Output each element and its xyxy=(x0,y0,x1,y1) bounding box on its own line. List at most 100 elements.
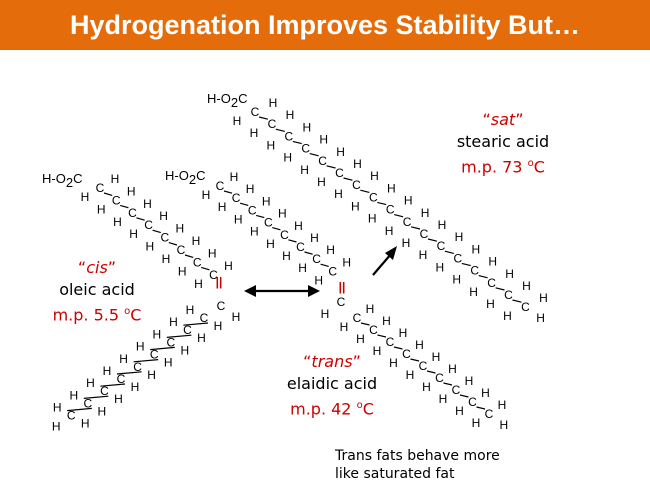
carbon-atom: C xyxy=(209,268,218,282)
stearic-acid-info: “sat” stearic acid m.p. 73 oC xyxy=(443,109,563,178)
hydrogen-atom: H xyxy=(455,404,464,418)
hydrogen-atom: H xyxy=(178,264,187,278)
hydrogen-atom: H xyxy=(404,194,413,208)
bond-line xyxy=(360,189,370,193)
saturation-label: sat xyxy=(490,110,516,129)
saturation-arrow-shaft xyxy=(372,253,392,276)
hydrogen-atom: H xyxy=(208,246,217,260)
bond-line xyxy=(377,201,387,206)
carbon-atom: C xyxy=(193,255,202,269)
bond-line xyxy=(67,407,92,412)
bond-line xyxy=(256,214,265,219)
note-line: like saturated fat xyxy=(335,466,455,482)
hydrogen-atom: H xyxy=(438,218,447,232)
carbon-atom: C xyxy=(183,323,192,337)
molecule-name: oleic acid xyxy=(59,280,135,299)
hydrogen-atom: H xyxy=(283,151,292,165)
hydrogen-atom: H xyxy=(97,202,106,216)
carbon-atom: C xyxy=(144,218,153,232)
bond-line xyxy=(272,227,281,231)
hydrogen-atom: H xyxy=(539,291,548,305)
hydrogen-atom: H xyxy=(317,175,326,189)
carbon-atom: C xyxy=(468,395,477,409)
title-bar: Hydrogenation Improves Stability But… xyxy=(0,0,650,50)
bond-line xyxy=(223,190,233,194)
hydrogen-atom: H xyxy=(136,340,145,354)
carbon-atom: C xyxy=(402,347,411,361)
carbon-atom: C xyxy=(264,216,273,230)
bond-line xyxy=(103,192,113,196)
bond-line xyxy=(150,346,175,351)
carbon-atom: C xyxy=(112,193,121,207)
bond-line xyxy=(309,153,319,157)
note-line: Trans fats behave more xyxy=(335,448,500,464)
carbon-atom: C xyxy=(420,227,429,241)
bond-line xyxy=(394,214,404,218)
hydrogen-atom: H xyxy=(382,314,391,328)
bond-line xyxy=(478,275,488,279)
bond-line xyxy=(288,239,297,243)
hydrogen-atom: H xyxy=(53,401,62,415)
hydrogen-atom: H xyxy=(452,273,461,287)
bond-line xyxy=(275,128,285,132)
bond-line xyxy=(133,359,159,363)
hydrogen-atom: H xyxy=(500,418,509,432)
equilibrium-arrow-left-head xyxy=(244,285,256,297)
hydrogen-atom: H xyxy=(419,248,428,262)
bond-line xyxy=(410,226,421,230)
carbon-atom: C xyxy=(133,360,142,374)
hydrogen-atom: H xyxy=(314,273,323,287)
bond-line xyxy=(444,250,454,254)
bond-line xyxy=(459,394,469,398)
hydrogen-atom: H xyxy=(310,231,319,245)
hydrogen-atom: H xyxy=(159,209,168,223)
carbon-atom: C xyxy=(200,311,209,325)
hydrogen-atom: H xyxy=(250,225,259,239)
hydrogen-atom: H xyxy=(326,243,335,257)
carbon-atom: C xyxy=(268,117,277,131)
saturation-arrow-head xyxy=(385,246,397,260)
hydrogen-atom: H xyxy=(370,169,379,183)
bond-line xyxy=(83,395,109,399)
hydrogen-atom: H xyxy=(169,315,178,329)
hydrogen-atom: H xyxy=(230,170,239,184)
carbon-atom: C xyxy=(369,323,378,337)
carbon-atom: C xyxy=(100,384,109,398)
carbon-atom: C xyxy=(337,295,346,309)
bond-line xyxy=(320,263,329,267)
carbon-atom: C xyxy=(335,166,344,180)
bond-line xyxy=(426,370,436,374)
bond-line xyxy=(183,322,209,326)
bond-line xyxy=(239,202,249,206)
hydrogen-atom: H xyxy=(351,199,360,213)
hydrogen-atom: H xyxy=(399,326,408,340)
hydrogen-atom: H xyxy=(111,172,120,186)
molecule-name: elaidic acid xyxy=(286,374,378,393)
bond-line xyxy=(120,204,129,209)
bond-line xyxy=(168,242,178,246)
carbon-atom: C xyxy=(251,105,260,119)
hydrogen-atom: H xyxy=(152,327,161,341)
hydrogen-atom: H xyxy=(266,237,275,251)
hydrogen-atom: H xyxy=(131,380,140,394)
carbon-atom: C xyxy=(419,359,428,373)
hydrogen-atom: H xyxy=(81,190,90,204)
hydrogen-atom: H xyxy=(373,344,382,358)
hydrogen-atom: H xyxy=(522,279,531,293)
carbon-atom: C xyxy=(328,264,337,278)
bond-line xyxy=(443,382,453,386)
melting-point: m.p. 5.5 oC xyxy=(52,305,142,325)
page-title: Hydrogenation Improves Stability But… xyxy=(69,9,581,40)
hydrogen-atom: H xyxy=(389,356,398,370)
hydrogen-atom: H xyxy=(232,310,241,324)
hydrogen-atom: H xyxy=(278,207,287,221)
hydrogen-atom: H xyxy=(81,417,90,431)
hydrogen-atom: H xyxy=(471,242,480,256)
carbon-atom: C xyxy=(160,231,169,245)
bond-line xyxy=(100,383,126,387)
bond-line xyxy=(152,229,161,234)
hydrogen-atom: H xyxy=(298,261,307,275)
carbon-atom: C xyxy=(117,372,126,386)
bond-line xyxy=(292,140,302,145)
bond-line xyxy=(427,238,438,242)
